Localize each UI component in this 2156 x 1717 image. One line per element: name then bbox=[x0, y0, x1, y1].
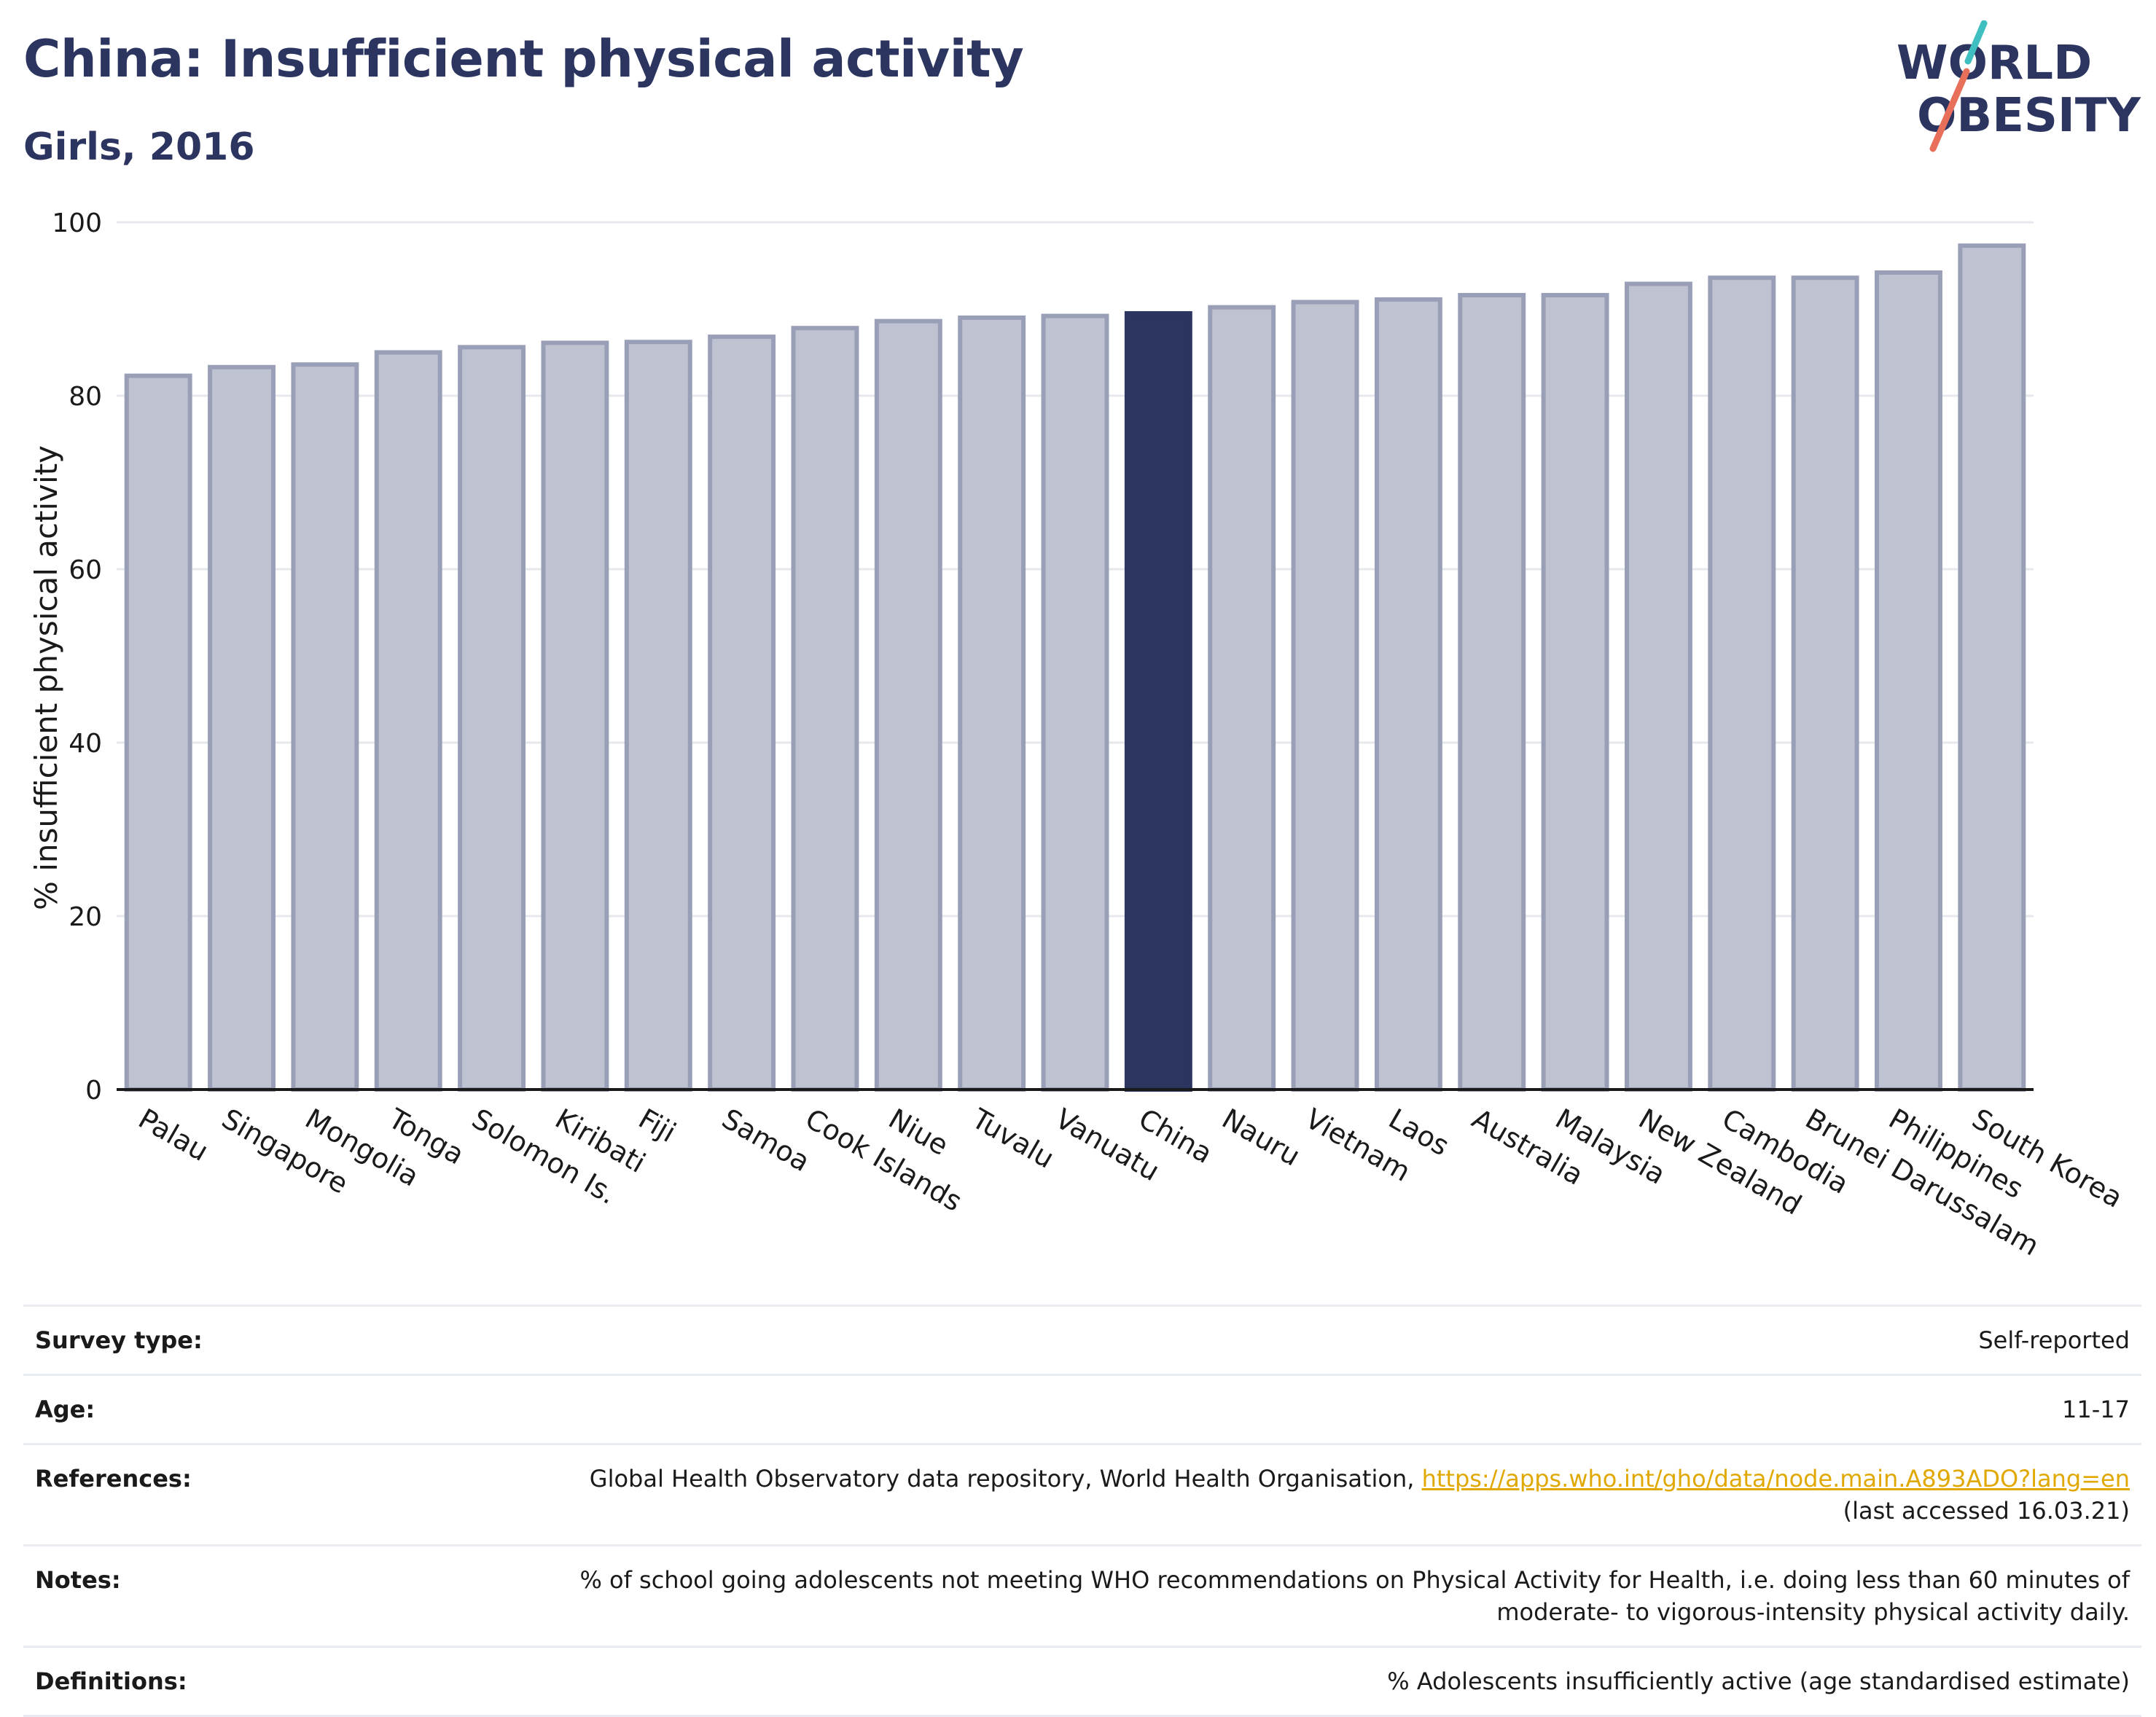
references-link[interactable]: https://apps.who.int/gho/data/node.main.… bbox=[1421, 1465, 2130, 1493]
bar-laos bbox=[1374, 297, 1442, 1092]
definitions-value: % Adolescents insufficiently active (age… bbox=[1387, 1667, 2130, 1695]
bar-fiji bbox=[624, 340, 692, 1092]
x-category-label: Samoa bbox=[716, 1103, 815, 1178]
world-obesity-logo: WORLD OBESITY bbox=[1897, 20, 2141, 152]
info-row-notes: Notes: % of school going adolescents not… bbox=[23, 1544, 2141, 1646]
y-tick-label: 0 bbox=[85, 1076, 102, 1106]
bar-vanuatu bbox=[1041, 313, 1109, 1092]
references-label: References: bbox=[35, 1465, 192, 1493]
y-tick-label: 80 bbox=[69, 382, 102, 412]
x-category-label: Tuvalu bbox=[966, 1102, 1059, 1175]
y-tick-label: 100 bbox=[52, 208, 102, 238]
bar-tonga bbox=[374, 350, 442, 1092]
bar-vietnam bbox=[1291, 300, 1359, 1092]
x-category-label: Nauru bbox=[1216, 1103, 1305, 1173]
bar-china bbox=[1124, 310, 1192, 1092]
notes-value: % of school going adolescents not meetin… bbox=[327, 1564, 2130, 1628]
info-table: Survey type: Self-reported Age: 11-17 Re… bbox=[23, 1305, 2141, 1717]
info-row-definitions: Definitions: % Adolescents insufficientl… bbox=[23, 1646, 2141, 1717]
bar-south-korea bbox=[1958, 243, 2026, 1092]
logo-line1: WORLD bbox=[1897, 36, 2092, 90]
age-value: 11-17 bbox=[2062, 1396, 2130, 1423]
survey-type-value: Self-reported bbox=[1978, 1326, 2130, 1354]
x-category-label: Fiji bbox=[633, 1103, 681, 1149]
notes-line2: moderate- to vigorous-intensity physical… bbox=[1496, 1598, 2130, 1626]
bar-solomon-is bbox=[458, 345, 526, 1092]
y-axis-label: % insufficient physical activity bbox=[28, 445, 64, 910]
logo-accent-coral bbox=[1929, 68, 1970, 152]
survey-type-label: Survey type: bbox=[35, 1326, 203, 1354]
bar-singapore bbox=[208, 364, 276, 1092]
y-tick-label: 20 bbox=[69, 902, 102, 932]
bar-cambodia bbox=[1708, 275, 1776, 1092]
definitions-label: Definitions: bbox=[35, 1667, 187, 1695]
bar-brunei-darussalam bbox=[1791, 275, 1859, 1092]
bar-australia bbox=[1458, 292, 1526, 1092]
bar-samoa bbox=[708, 335, 776, 1092]
x-category-label: Palau bbox=[133, 1103, 214, 1168]
bar-chart: 0 20 40 60 80 100 Palau SingaporeMongoliaTonga… bbox=[28, 208, 2128, 1262]
bar-palau bbox=[124, 373, 192, 1092]
bar-malaysia bbox=[1541, 292, 1609, 1092]
bar-kiribati bbox=[541, 340, 609, 1092]
y-tick-label: 40 bbox=[69, 729, 102, 759]
logo-accent-teal bbox=[1964, 20, 1988, 65]
bars bbox=[124, 243, 2026, 1092]
references-value: Global Health Observatory data repositor… bbox=[327, 1463, 2130, 1527]
info-row-references: References: Global Health Observatory da… bbox=[23, 1443, 2141, 1544]
bar-cook-islands bbox=[791, 326, 859, 1092]
page-subtitle: Girls, 2016 bbox=[23, 125, 255, 169]
notes-line1: % of school going adolescents not meetin… bbox=[579, 1566, 2130, 1594]
x-category-label: Cook Islands bbox=[800, 1103, 967, 1218]
bar-new-zealand bbox=[1624, 281, 1692, 1092]
age-label: Age: bbox=[35, 1396, 95, 1423]
bar-tuvalu bbox=[958, 315, 1026, 1092]
references-text: Global Health Observatory data repositor… bbox=[589, 1465, 1422, 1493]
bar-mongolia bbox=[291, 362, 359, 1092]
y-tick-labels: 0 20 40 60 80 100 bbox=[52, 208, 102, 1106]
y-tick-label: 60 bbox=[69, 555, 102, 585]
notes-label: Notes: bbox=[35, 1566, 121, 1594]
page-title: China: Insufficient physical activity bbox=[23, 29, 1024, 89]
info-row-age: Age: 11-17 bbox=[23, 1374, 2141, 1443]
bar-philippines bbox=[1875, 270, 1942, 1092]
bar-nauru bbox=[1208, 305, 1276, 1092]
info-row-survey-type: Survey type: Self-reported bbox=[23, 1305, 2141, 1374]
references-accessed: (last accessed 16.03.21) bbox=[1843, 1497, 2130, 1525]
bar-niue bbox=[874, 318, 942, 1092]
